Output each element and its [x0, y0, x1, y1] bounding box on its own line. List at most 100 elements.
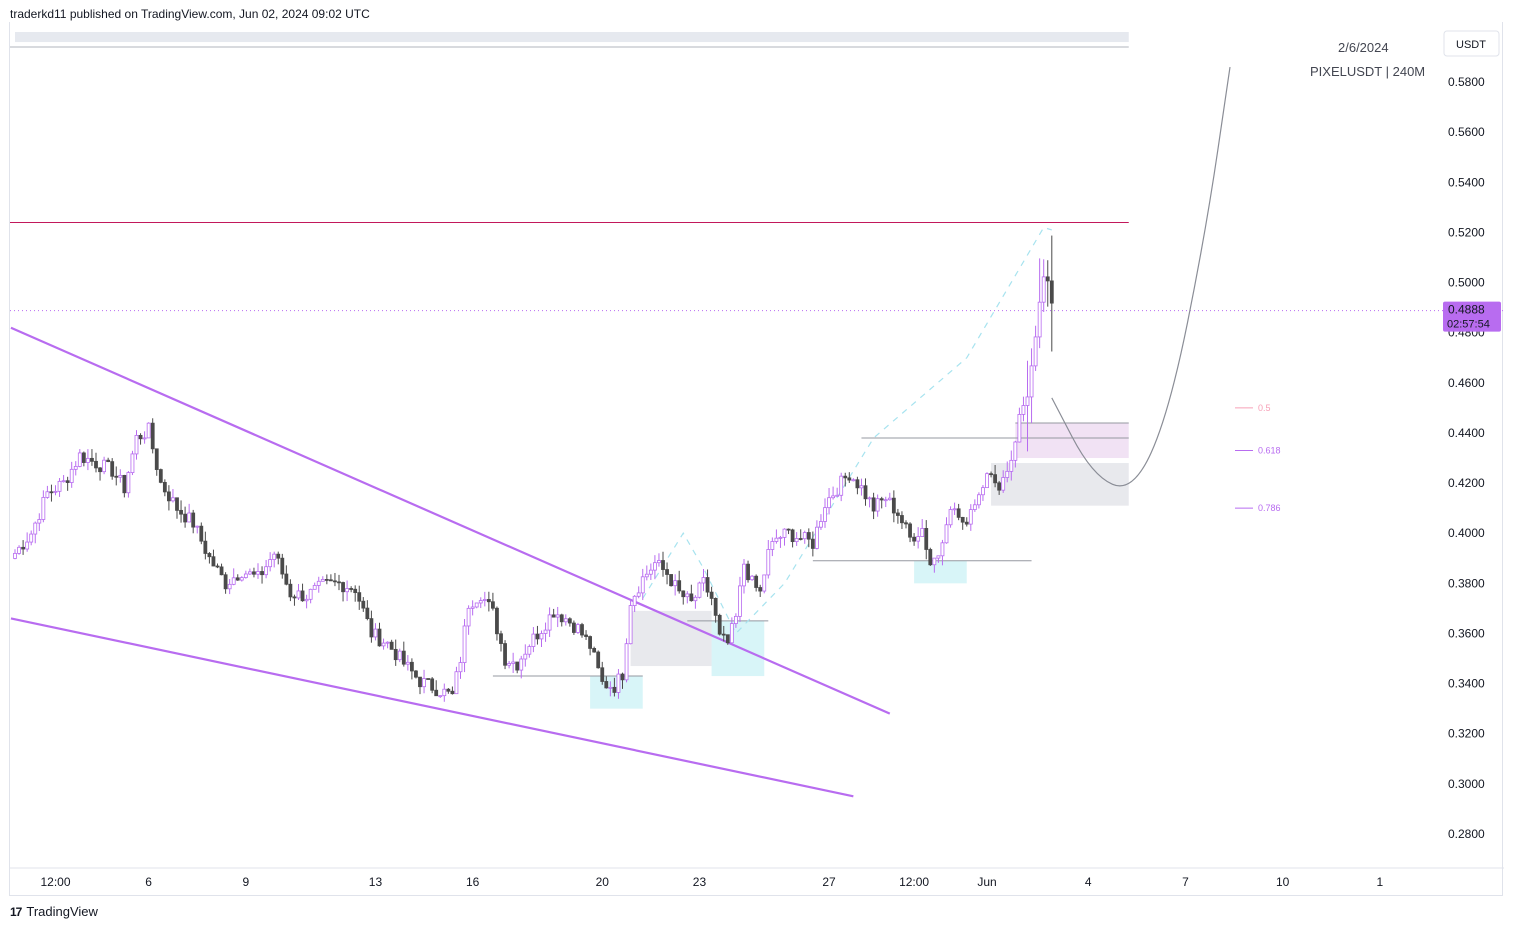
candle-body	[458, 662, 463, 673]
candle-body	[276, 553, 281, 559]
candle-body	[904, 522, 908, 525]
chart-frame[interactable]: 0.5 0.618 0.786 0.5800 0.5600 0.5400 0.5200 0.5…	[9, 22, 1504, 896]
candle-body	[1001, 477, 1006, 491]
candle-body	[567, 618, 572, 624]
candle-body	[377, 628, 382, 647]
candle-body	[721, 633, 726, 636]
candle-body	[328, 579, 333, 582]
y-tick-label: 0.5600	[1448, 125, 1485, 139]
candle-body	[616, 673, 621, 693]
x-tick-label: 9	[243, 875, 250, 889]
x-tick-label: 10	[1276, 875, 1290, 889]
candle-body	[932, 557, 937, 566]
candle-body	[422, 678, 426, 688]
candle-body	[61, 480, 66, 483]
candle-body	[65, 480, 70, 483]
candle-body	[223, 574, 228, 590]
candle-body	[786, 528, 791, 531]
candle-body	[1045, 276, 1050, 282]
candle-body	[1037, 301, 1042, 338]
candle-body	[766, 549, 771, 576]
candle-body	[247, 571, 252, 575]
candle-body	[470, 606, 475, 609]
projection-curve	[1051, 66, 1231, 487]
candle-body	[130, 453, 135, 474]
candle-body	[341, 582, 345, 593]
candle-body	[624, 643, 629, 681]
candle-body	[349, 588, 354, 590]
candle-body	[13, 552, 17, 559]
candle-body	[264, 566, 269, 576]
candle-body	[369, 618, 374, 638]
y-tick-label: 0.5200	[1448, 225, 1485, 239]
candle-body	[879, 498, 884, 501]
candle-body	[908, 523, 912, 538]
candle-body	[968, 509, 973, 525]
candle-body	[677, 580, 682, 592]
candle-body	[547, 614, 552, 631]
candle-body	[985, 473, 989, 489]
candle-body	[175, 497, 179, 511]
candle-body	[207, 553, 212, 558]
price-chart[interactable]: 0.5 0.618 0.786 0.5800 0.5600 0.5400 0.5200 0.5…	[10, 22, 1504, 896]
candle-body	[936, 555, 941, 559]
candle-body	[81, 452, 86, 463]
candle-body	[839, 475, 844, 496]
x-tick-label: 7	[1182, 875, 1189, 889]
candle-body	[912, 536, 916, 542]
candle-body	[758, 587, 763, 592]
candle-body	[693, 596, 698, 602]
candle-body	[166, 491, 171, 502]
candle-body	[434, 689, 439, 697]
candle-body	[17, 546, 21, 554]
candle-body	[774, 537, 779, 542]
candle-body	[41, 497, 46, 520]
candle-body	[98, 467, 102, 473]
candle-body	[146, 422, 151, 439]
candle-body	[705, 577, 710, 593]
candle-body	[924, 528, 929, 550]
candle-body	[337, 581, 341, 584]
candle-body	[588, 636, 592, 649]
candle-body	[734, 615, 738, 624]
candle-body	[333, 580, 337, 583]
chart-symbol-label: PIXELUSDT | 240M	[1310, 64, 1425, 79]
candle-body	[499, 633, 503, 644]
candle-body	[673, 580, 678, 587]
candle-body	[592, 648, 597, 653]
candle-body	[648, 569, 653, 575]
candle-body	[543, 629, 548, 634]
candle-body	[806, 532, 811, 540]
candle-body	[86, 457, 90, 463]
candle-body	[260, 571, 264, 576]
candle-body	[418, 676, 422, 688]
candle-body	[798, 538, 803, 540]
candle-body	[292, 596, 297, 599]
candle-body	[636, 592, 641, 597]
candle-body	[819, 521, 823, 528]
candle-body	[952, 508, 957, 511]
candle-body	[409, 661, 414, 672]
candle-body	[632, 595, 637, 606]
candle-body	[462, 625, 467, 663]
candle-body	[90, 457, 94, 462]
x-tick-label: 20	[596, 875, 610, 889]
candle-body	[490, 601, 495, 609]
footer[interactable]: 17 TradingView	[10, 904, 98, 919]
candle-body	[815, 526, 819, 549]
candle-body	[729, 623, 734, 644]
candle-body	[191, 512, 196, 528]
candle-body	[790, 529, 795, 543]
candle-body	[794, 538, 799, 543]
candle-body	[126, 472, 131, 494]
candle-body	[754, 575, 759, 588]
candle-body	[920, 528, 925, 537]
zone-3	[914, 560, 967, 584]
candle-body	[284, 573, 289, 585]
y-tick-label: 0.2800	[1448, 827, 1485, 841]
candle-body	[211, 556, 216, 567]
candle-body	[25, 541, 30, 550]
candle-body	[604, 681, 609, 689]
candle-body	[385, 641, 390, 644]
fib-label-1: 0.618	[1258, 446, 1281, 456]
